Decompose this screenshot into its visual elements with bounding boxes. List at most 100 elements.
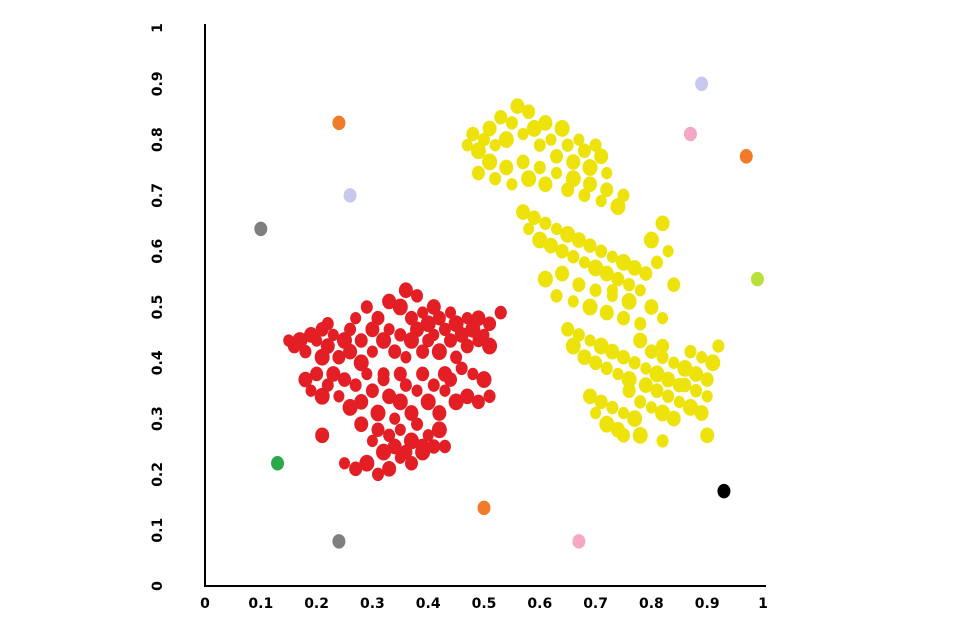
red-cluster-point (399, 378, 412, 392)
yellow-cluster-point (599, 265, 614, 282)
yellow-cluster-point (696, 351, 708, 364)
yellow-cluster-point (656, 350, 669, 364)
yellow-cluster-point (655, 215, 670, 232)
red-cluster-point (377, 372, 390, 387)
x-tick-label: 0.7 (583, 596, 608, 612)
yellow-cluster-point (466, 126, 480, 142)
yellow-cluster-point (555, 265, 570, 282)
yellow-cluster-point (621, 371, 637, 388)
red-cluster-point (320, 338, 335, 354)
yellow-cluster-point (533, 138, 546, 152)
outlier-point (695, 76, 709, 92)
yellow-cluster-point (593, 337, 609, 355)
red-cluster-point (366, 434, 378, 448)
y-tick-label: 1 (150, 23, 166, 33)
yellow-cluster-point (677, 359, 693, 377)
outlier-point (572, 534, 586, 549)
red-cluster-point (332, 349, 346, 365)
red-cluster-point (327, 328, 339, 342)
yellow-cluster-point (572, 328, 585, 342)
yellow-cluster-point (668, 356, 680, 369)
red-cluster-point (400, 351, 412, 364)
yellow-cluster-point (656, 434, 669, 448)
red-cluster-point (376, 332, 392, 349)
yellow-cluster-point (523, 222, 535, 236)
yellow-cluster-point (700, 372, 714, 387)
red-cluster-point (482, 337, 498, 355)
x-tick-label: 0.1 (248, 596, 273, 612)
yellow-cluster-point (565, 337, 581, 355)
yellow-cluster-point (700, 427, 715, 444)
yellow-cluster-point (578, 188, 591, 203)
yellow-cluster-point (590, 406, 602, 420)
yellow-cluster-point (516, 204, 531, 220)
red-cluster-point (314, 387, 330, 405)
x-tick-label: 0.6 (527, 596, 552, 612)
yellow-cluster-point (537, 270, 553, 288)
yellow-cluster-point (595, 244, 608, 258)
yellow-cluster-point (551, 166, 563, 180)
yellow-cluster-point (482, 120, 497, 137)
x-tick-label: 0.2 (304, 596, 329, 612)
yellow-cluster-point (600, 361, 613, 376)
red-cluster-point (420, 393, 436, 411)
yellow-cluster-point (610, 198, 626, 215)
yellow-cluster-point (661, 371, 676, 388)
y-tick-label: 0.9 (150, 71, 166, 96)
outlier-point (343, 188, 357, 203)
red-cluster-point (321, 317, 334, 331)
outlier-point (271, 455, 285, 471)
yellow-cluster-point (599, 415, 615, 433)
yellow-cluster-point (555, 243, 569, 259)
yellow-cluster-point (606, 250, 618, 263)
yellow-cluster-point (510, 98, 525, 114)
red-cluster-point (388, 344, 402, 359)
red-cluster-point (365, 383, 379, 398)
red-cluster-point (387, 438, 402, 455)
red-cluster-point (342, 399, 358, 416)
red-cluster-point (382, 460, 397, 477)
yellow-cluster-point (589, 138, 602, 152)
red-cluster-point (428, 328, 440, 342)
red-cluster-point (339, 457, 350, 470)
red-cluster-point (394, 423, 406, 436)
y-tick-label: 0 (150, 581, 166, 591)
yellow-cluster-point (638, 377, 653, 393)
yellow-cluster-point (532, 231, 548, 249)
red-cluster-point (392, 393, 408, 411)
red-cluster-point (382, 388, 397, 405)
yellow-cluster-point (538, 176, 553, 193)
yellow-cluster-point (655, 404, 671, 422)
y-tick-label: 0.7 (150, 183, 166, 208)
red-cluster-point (420, 315, 436, 333)
yellow-cluster-point (554, 120, 570, 137)
red-cluster-point (432, 310, 446, 326)
red-cluster-point (454, 327, 469, 343)
red-cluster-point (376, 443, 392, 461)
outlier-point (332, 534, 346, 549)
red-cluster-point (394, 451, 406, 464)
yellow-cluster-point (657, 312, 669, 325)
yellow-cluster-point (616, 253, 631, 271)
yellow-cluster-point (589, 355, 603, 371)
red-cluster-point (292, 332, 308, 349)
yellow-cluster-point (565, 170, 581, 188)
red-cluster-point (350, 312, 362, 325)
yellow-cluster-point (633, 332, 648, 349)
yellow-cluster-point (478, 132, 490, 147)
yellow-cluster-point (612, 367, 624, 381)
red-cluster-point (365, 321, 380, 338)
red-cluster-point (483, 389, 496, 403)
yellow-cluster-point (594, 394, 608, 410)
x-tick-label: 0 (200, 596, 210, 612)
yellow-cluster-point (634, 317, 647, 331)
outlier-point (739, 149, 753, 164)
red-cluster-point (361, 367, 373, 381)
yellow-cluster-point (617, 349, 630, 365)
red-cluster-point (354, 394, 369, 410)
red-cluster-point (411, 384, 423, 397)
x-tick-label: 0.5 (472, 596, 497, 612)
red-cluster-point (354, 333, 368, 348)
red-cluster-point (461, 312, 473, 325)
red-cluster-point (359, 454, 375, 472)
